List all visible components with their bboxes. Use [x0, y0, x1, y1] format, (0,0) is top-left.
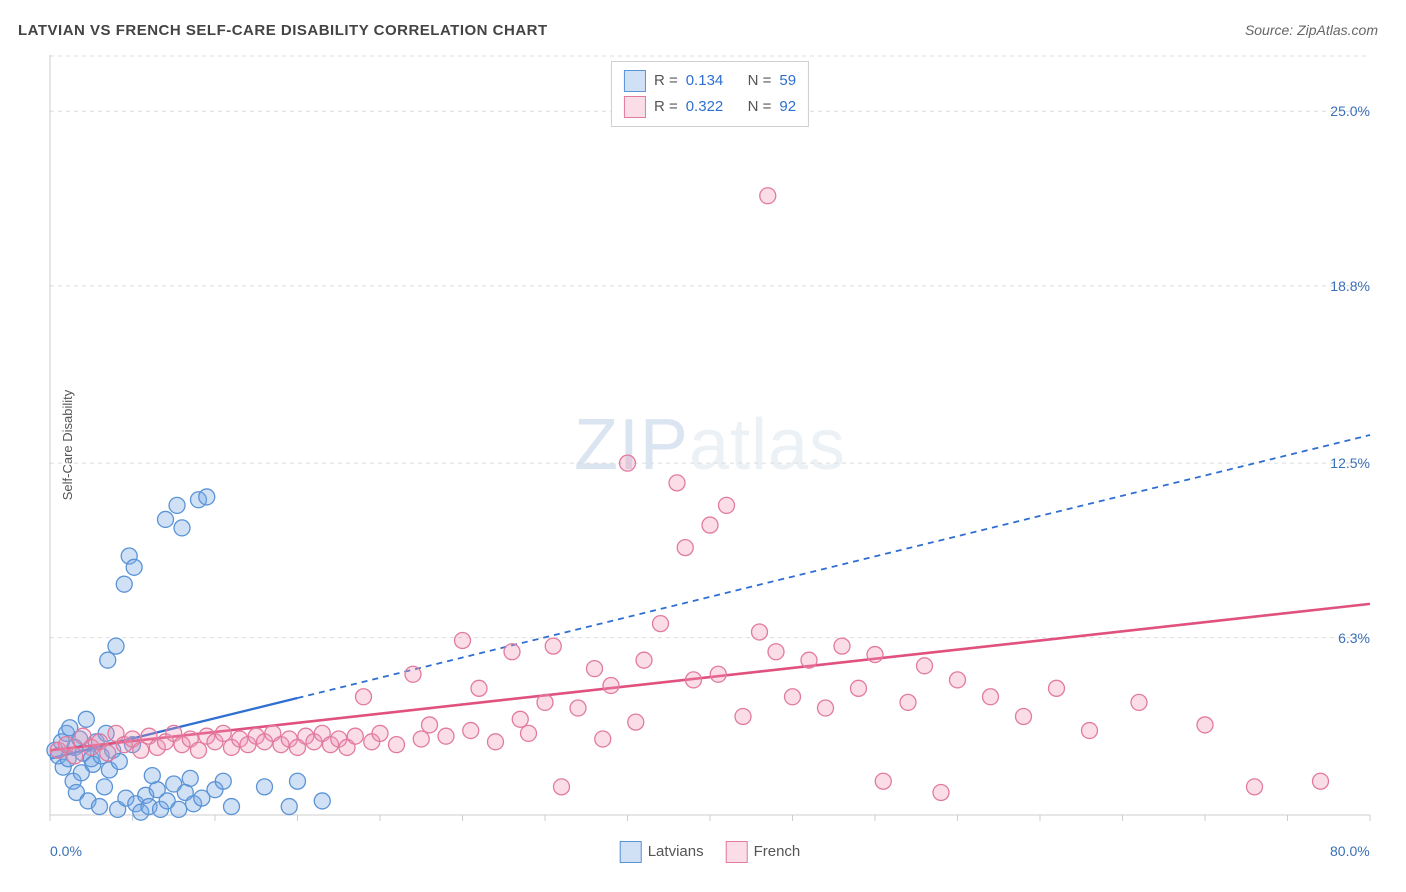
y-tick-label: 25.0% [1330, 103, 1370, 119]
chart-title: LATVIAN VS FRENCH SELF-CARE DISABILITY C… [18, 22, 548, 39]
legend-label: Latvians [648, 843, 704, 860]
legend-n-label: N = [748, 68, 772, 94]
legend-r-value: 0.134 [686, 68, 724, 94]
legend-item: French [726, 841, 801, 863]
legend-row: R = 0.322 N = 92 [624, 94, 796, 120]
legend-r-label: R = [654, 94, 678, 120]
x-tick-label: 80.0% [1330, 843, 1370, 859]
chart-area: Self-Care Disability ZIPatlas R =0.134 N… [40, 55, 1380, 835]
legend-series: Latvians French [620, 841, 801, 863]
x-tick-label: 0.0% [50, 843, 82, 859]
legend-correlation: R = 0.134 N = 59 R = 0.322 N = 92 [611, 61, 809, 127]
scatter-plot [40, 55, 1380, 835]
legend-swatch [620, 841, 642, 863]
legend-r-value: 0.322 [686, 94, 724, 120]
y-tick-label: 12.5% [1330, 455, 1370, 471]
legend-swatch [624, 70, 646, 92]
legend-row: R = 0.134 N = 59 [624, 68, 796, 94]
legend-label: French [754, 843, 801, 860]
source-label: Source: ZipAtlas.com [1245, 22, 1378, 38]
legend-swatch [624, 96, 646, 118]
legend-n-value: 92 [779, 94, 796, 120]
legend-n-value: 59 [779, 68, 796, 94]
y-tick-label: 18.8% [1330, 278, 1370, 294]
y-tick-label: 6.3% [1338, 630, 1370, 646]
legend-n-label: N = [748, 94, 772, 120]
legend-r-label: R = [654, 68, 678, 94]
legend-swatch [726, 841, 748, 863]
legend-item: Latvians [620, 841, 704, 863]
